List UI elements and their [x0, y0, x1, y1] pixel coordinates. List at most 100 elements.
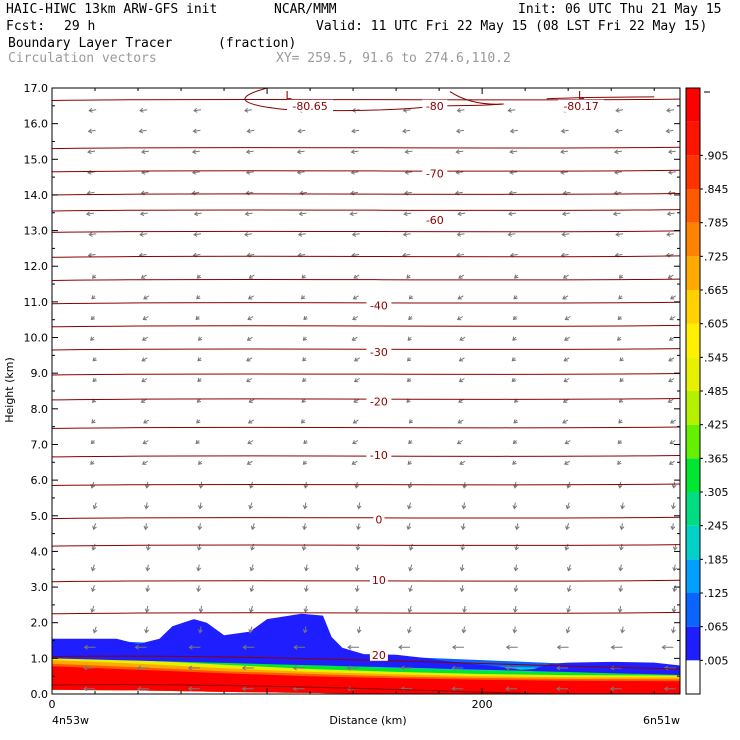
vector-label: Circulation vectors — [8, 51, 157, 66]
colorbar-swatch — [686, 189, 700, 223]
wind-vector — [141, 149, 149, 155]
wind-vector — [398, 644, 410, 650]
tracer-blue-plume — [52, 613, 680, 675]
colorbar-label: .725 — [704, 250, 729, 263]
colorbar-label: .245 — [704, 520, 729, 533]
wind-vector — [402, 232, 411, 237]
isotherm-line — [52, 426, 680, 429]
wind-vector — [514, 523, 520, 531]
wind-vector — [139, 107, 148, 113]
wind-vector — [620, 626, 625, 634]
wind-vector — [90, 460, 95, 465]
contour-label: -20 — [370, 396, 388, 409]
wind-vector — [459, 460, 466, 465]
isotherm-line — [52, 483, 680, 486]
wind-vector — [246, 460, 253, 465]
colorbar-swatch — [686, 593, 700, 627]
wind-vector — [567, 585, 572, 593]
wind-vector — [250, 523, 256, 531]
wind-vector — [614, 149, 622, 155]
colorbar-label: .005 — [704, 654, 729, 667]
wind-vector — [83, 644, 96, 650]
wind-vector — [408, 564, 413, 572]
colorbar-label: .485 — [704, 385, 729, 398]
wind-vector — [83, 686, 95, 692]
wind-vector — [198, 605, 204, 613]
wind-vector — [197, 377, 202, 383]
wind-vector — [346, 665, 359, 671]
wind-vector — [513, 564, 519, 572]
wind-vector — [301, 274, 306, 279]
wind-vector — [561, 232, 570, 237]
wind-vector — [671, 626, 676, 634]
wind-vector — [566, 605, 572, 613]
wind-vector — [618, 585, 624, 593]
wind-vector — [143, 523, 149, 531]
wind-vector — [90, 605, 96, 613]
wind-vector — [293, 644, 306, 650]
wind-vector — [296, 149, 305, 155]
wind-vector — [667, 398, 674, 403]
plot-frame — [51, 87, 681, 695]
wind-vector — [247, 419, 254, 424]
contour-label: -40 — [370, 299, 388, 312]
wind-vector — [188, 644, 201, 650]
wind-vector — [562, 419, 569, 424]
isotherm-line — [52, 544, 680, 547]
wind-vector — [556, 644, 569, 650]
wind-vector — [563, 357, 570, 362]
x-axis: 0 200 — [49, 88, 655, 711]
wind-vector — [197, 460, 203, 465]
isotherm-line — [449, 91, 504, 105]
colorbar-label: .845 — [704, 183, 729, 196]
wind-vector — [619, 357, 624, 362]
isotherm-line — [52, 230, 680, 233]
isotherm-line — [52, 169, 680, 173]
contour-label: -30 — [370, 346, 388, 359]
colorbar-label: .305 — [704, 486, 729, 499]
wind-vector — [556, 665, 568, 671]
wind-vector — [142, 315, 149, 321]
wind-vector — [617, 336, 622, 341]
x-start-location: 4n53w — [52, 714, 89, 727]
wind-vector — [671, 605, 677, 613]
wind-vector — [565, 523, 570, 531]
wind-vector — [400, 665, 413, 671]
wind-vector — [297, 128, 306, 134]
wind-vector — [297, 232, 306, 237]
y-axis-label: Height (km) — [3, 357, 16, 423]
colorbar-swatch — [686, 323, 700, 358]
wind-vector — [244, 107, 252, 113]
wind-vector — [460, 543, 466, 551]
contour-label: -80.65 — [292, 100, 327, 113]
colorbar-label: .365 — [704, 452, 729, 465]
wind-vector — [514, 543, 519, 551]
wind-vector — [134, 644, 147, 650]
wind-vector — [667, 170, 676, 175]
wind-vector — [302, 357, 307, 362]
colorbar-label: .665 — [704, 284, 729, 297]
wind-vector — [92, 357, 97, 362]
wind-vector — [666, 107, 675, 113]
wind-vector — [406, 377, 412, 383]
isotherm-line — [244, 88, 504, 112]
wind-vector — [141, 378, 148, 383]
wind-vector — [249, 585, 255, 593]
cross-section-coords: XY= 259.5, 91.6 to 274.6,110.2 — [276, 51, 511, 66]
contour-label-bg — [422, 167, 448, 180]
colorbar-label: .905 — [704, 149, 729, 162]
wind-vector — [456, 107, 465, 113]
y-tick-label: 4.0 — [31, 545, 49, 558]
wind-vector — [668, 336, 675, 341]
wind-vector — [406, 523, 412, 531]
wind-vector — [564, 460, 571, 465]
x-end-location: 6n51w — [643, 714, 680, 727]
wind-vector — [244, 232, 252, 237]
contour-label: -70 — [426, 168, 444, 181]
wind-vector — [560, 128, 569, 134]
wind-vector — [245, 149, 254, 155]
wind-vector — [458, 357, 465, 362]
wind-vector — [512, 460, 517, 465]
y-tick-label: 5.0 — [31, 510, 49, 523]
